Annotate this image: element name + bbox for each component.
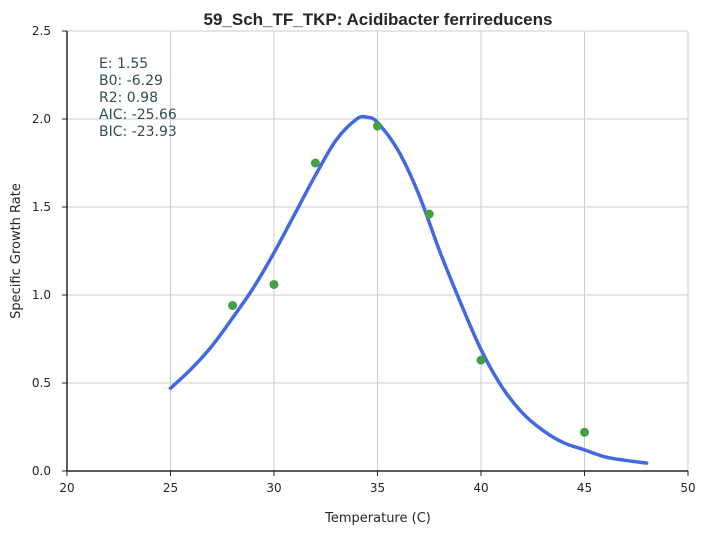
- fitted-curve: [168, 114, 649, 465]
- x-tick-label: 20: [59, 481, 74, 495]
- x-tick-label: 50: [680, 481, 695, 495]
- y-tick-label: 0.0: [32, 464, 51, 478]
- x-tick-label: 45: [577, 481, 592, 495]
- x-tick-label: 35: [370, 481, 385, 495]
- y-tick-label: 2.0: [32, 112, 51, 126]
- y-tick-label: 0.5: [32, 376, 51, 390]
- axes: [62, 30, 689, 476]
- data-point: [228, 301, 238, 311]
- data-point: [310, 158, 320, 168]
- annotation-e: E: 1.55: [99, 56, 148, 72]
- data-point: [373, 121, 382, 131]
- chart-title: 59_Sch_TF_TKP: Acidibacter ferrireducens: [204, 10, 553, 29]
- y-tick-label: 1.5: [32, 200, 51, 214]
- x-tick-label: 30: [266, 481, 281, 495]
- x-tick-label: 25: [163, 481, 178, 495]
- y-tick-label: 1.0: [32, 288, 51, 302]
- annotation-r2: R2: 0.98: [99, 90, 158, 106]
- data-point: [424, 209, 434, 219]
- plot-area: [168, 114, 649, 465]
- annotation-aic: AIC: -25.66: [99, 107, 177, 123]
- y-tick-label: 2.5: [32, 24, 51, 38]
- fit-statistics: E: 1.55 B0: -6.29 R2: 0.98 AIC: -25.66 B…: [99, 56, 177, 140]
- annotation-bic: BIC: -23.93: [99, 124, 177, 140]
- data-point: [269, 279, 279, 289]
- y-axis-label: Specific Growth Rate: [9, 183, 24, 319]
- x-tick-label: 40: [473, 481, 488, 495]
- x-axis-label: Temperature (C): [324, 511, 431, 526]
- tick-labels: 20 25 30 35 40 45 50 0.0 0.5 1.0 1.5 2.0 2.5: [32, 24, 696, 495]
- annotation-b0: B0: -6.29: [99, 73, 163, 89]
- data-point: [476, 355, 486, 365]
- gridlines: [67, 30, 689, 471]
- data-point: [580, 427, 589, 437]
